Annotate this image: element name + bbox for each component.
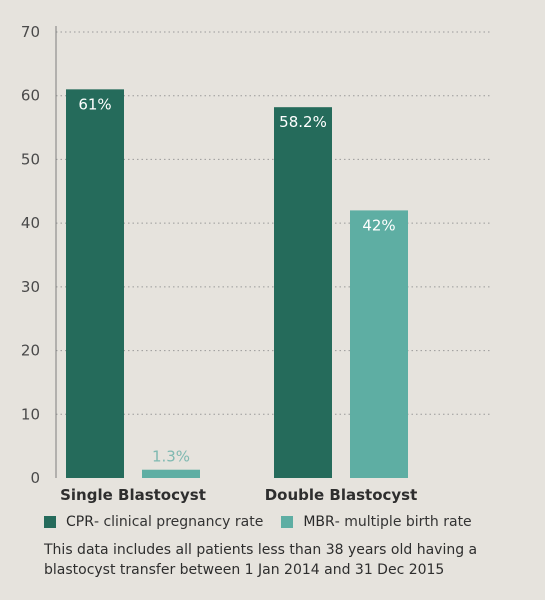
bar-mbr-1 <box>142 469 200 478</box>
y-tick-label-60: 60 <box>21 87 40 105</box>
legend-swatch-mbr <box>281 516 294 528</box>
bar-mbr-2 <box>350 210 408 478</box>
grid-lines <box>56 31 492 415</box>
legend-code-cpr: CPR <box>66 514 94 530</box>
footnote: This data includes all patients less tha… <box>44 542 478 578</box>
legend-swatch-cpr <box>44 516 56 528</box>
bar-label-cpr-1: 61% <box>78 95 111 113</box>
bar-label-cpr-2: 58.2% <box>279 113 327 131</box>
y-axis: 0 10 20 30 40 50 60 70 <box>21 23 57 487</box>
legend-desc-mbr: - multiple birth rate <box>334 514 472 530</box>
y-tick-label-0: 0 <box>30 469 40 487</box>
bar-chart: 0 10 20 30 40 50 60 70 61% 1.3% 58.2% 42% Single B… <box>21 23 492 504</box>
y-tick-label-30: 30 <box>21 278 40 296</box>
legend-item-cpr: CPR - clinical pregnancy rate <box>44 514 263 530</box>
y-tick-label-10: 10 <box>21 405 40 423</box>
bars: 61% 1.3% 58.2% 42% <box>66 89 408 478</box>
chart-svg: 0 10 20 30 40 50 60 70 61% 1.3% 58.2% 42% Single B… <box>21 23 492 504</box>
bar-cpr-1 <box>66 89 124 478</box>
bar-cpr-2 <box>274 107 332 478</box>
x-axis-labels: Single Blastocyst Double Blastocyst <box>60 486 417 504</box>
legend-item-mbr: MBR - multiple birth rate <box>281 514 472 530</box>
x-category-label-2: Double Blastocyst <box>265 486 418 504</box>
y-tick-label-50: 50 <box>21 150 40 168</box>
y-tick-label-20: 20 <box>21 342 40 360</box>
bar-label-mbr-2: 42% <box>362 216 395 234</box>
legend-code-mbr: MBR <box>303 514 335 530</box>
y-tick-label-40: 40 <box>21 214 40 232</box>
y-tick-label-70: 70 <box>21 23 40 41</box>
x-category-label-1: Single Blastocyst <box>60 486 206 504</box>
bar-label-mbr-1: 1.3% <box>152 448 190 466</box>
legend: CPR - clinical pregnancy rate MBR - mult… <box>44 514 544 530</box>
legend-desc-cpr: - clinical pregnancy rate <box>93 514 264 530</box>
